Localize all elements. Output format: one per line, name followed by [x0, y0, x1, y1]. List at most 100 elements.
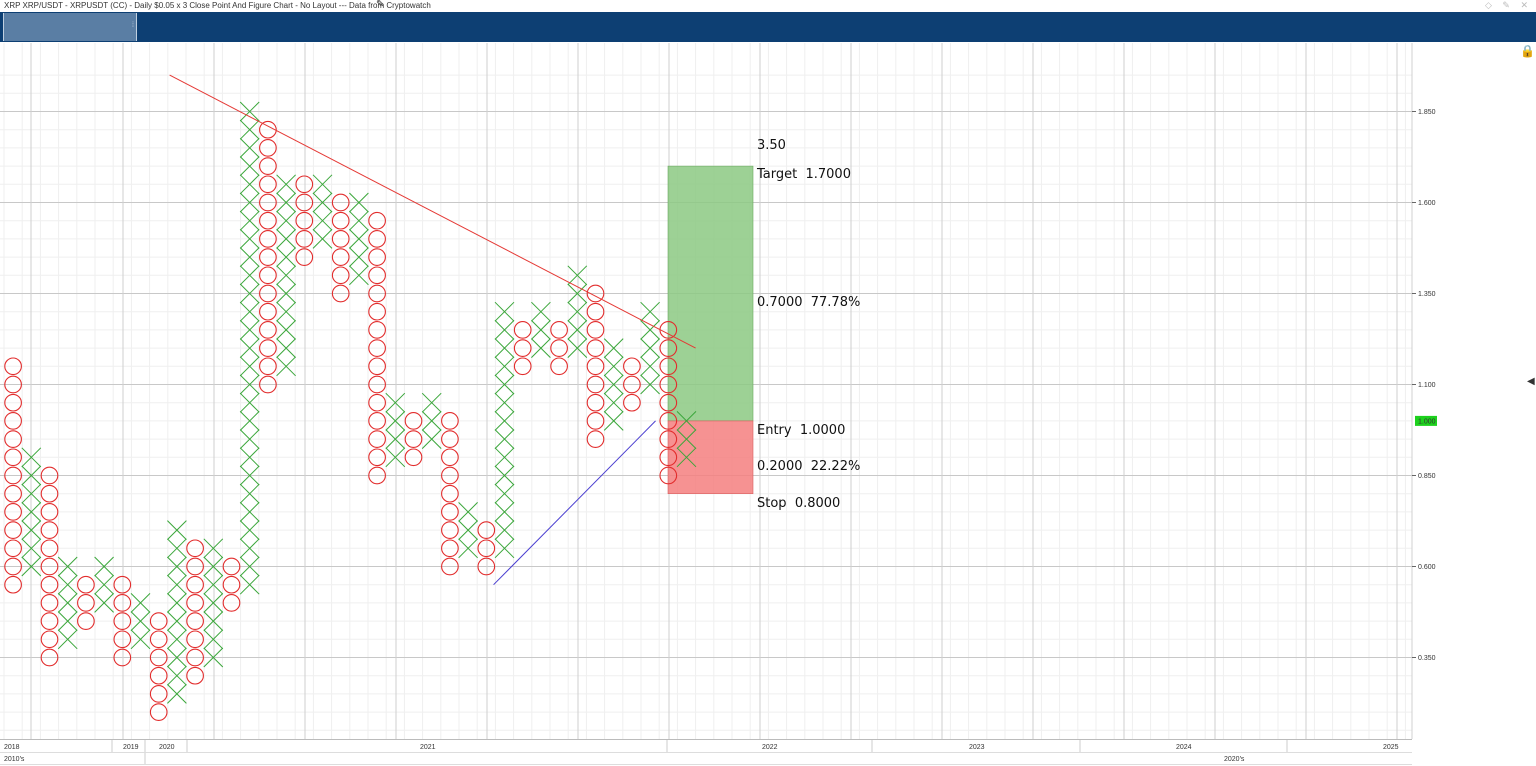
year-label: 2018: [4, 744, 20, 751]
x-mark: [57, 556, 78, 577]
o-mark: [4, 557, 22, 576]
o-mark: [149, 630, 168, 649]
title-bar: XRP XRP/USDT - XRPUSDT (CC) - Daily $0.0…: [0, 0, 1536, 12]
o-mark: [186, 612, 204, 630]
x-mark: [494, 483, 515, 504]
o-mark: [368, 357, 386, 376]
o-mark: [222, 594, 241, 612]
o-mark: [331, 248, 350, 266]
x-mark: [494, 338, 515, 358]
o-mark: [441, 448, 459, 467]
window-controls[interactable]: ◇ ✎ ✕: [1484, 0, 1532, 10]
lock-icon[interactable]: 🔒: [1520, 44, 1535, 58]
trendline: [169, 74, 696, 349]
x-mark: [494, 392, 515, 413]
o-mark: [586, 375, 605, 394]
trendline: [493, 420, 656, 586]
x-mark: [239, 411, 260, 431]
o-mark: [586, 357, 605, 376]
x-mark: [312, 192, 333, 213]
o-mark: [659, 430, 678, 448]
o-mark: [259, 321, 277, 339]
o-mark: [113, 612, 132, 630]
x-mark: [494, 465, 515, 486]
x-mark: [21, 538, 42, 559]
x-mark: [349, 229, 369, 249]
o-mark: [586, 321, 605, 339]
x-mark: [167, 538, 187, 559]
o-mark: [586, 430, 605, 448]
x-mark: [385, 411, 406, 431]
risk-zone: [667, 420, 754, 494]
y-tick-label: 1.100: [1418, 382, 1436, 389]
x-mark: [167, 665, 187, 686]
o-mark: [40, 575, 59, 594]
x-mark: [239, 429, 260, 449]
o-mark: [186, 648, 204, 667]
pencil-icon[interactable]: ✎: [376, 0, 385, 10]
o-mark: [659, 339, 678, 357]
o-mark: [368, 321, 386, 339]
o-mark: [586, 412, 605, 430]
o-mark: [659, 412, 678, 430]
x-mark: [567, 301, 588, 322]
o-mark: [40, 484, 59, 503]
o-mark: [259, 302, 277, 321]
o-mark: [368, 466, 386, 485]
x-mark: [458, 502, 478, 522]
x-mark: [239, 138, 260, 158]
x-mark: [167, 556, 187, 577]
entry-label: Entry 1.0000: [757, 423, 845, 438]
year-label: 2021: [420, 744, 436, 751]
x-mark: [640, 301, 660, 322]
chevron-left-icon[interactable]: ◀: [1527, 376, 1535, 387]
o-mark: [149, 685, 168, 703]
o-mark: [331, 193, 350, 212]
o-mark: [222, 575, 241, 594]
year-label: 2022: [762, 744, 778, 751]
x-mark: [494, 429, 515, 449]
o-mark: [259, 375, 277, 394]
o-mark: [404, 412, 423, 430]
o-mark: [186, 630, 204, 649]
o-mark: [4, 575, 22, 594]
o-mark: [513, 339, 532, 357]
x-mark: [458, 520, 478, 540]
o-mark: [222, 557, 241, 576]
o-mark: [149, 648, 168, 667]
x-mark: [167, 647, 187, 668]
x-mark: [239, 538, 260, 559]
x-mark: [203, 593, 224, 613]
x-mark: [57, 629, 78, 650]
x-mark: [167, 629, 187, 650]
o-mark: [149, 666, 168, 685]
x-mark: [21, 556, 42, 577]
o-mark: [113, 630, 132, 649]
o-mark: [149, 612, 168, 630]
x-mark: [167, 520, 187, 540]
o-mark: [40, 630, 59, 649]
x-mark: [239, 119, 260, 140]
x-mark: [676, 429, 697, 449]
o-mark: [623, 375, 641, 394]
o-mark: [4, 539, 22, 558]
o-mark: [550, 357, 568, 376]
o-mark: [4, 503, 22, 521]
navigator-window[interactable]: ⁞: [3, 13, 137, 41]
o-mark: [331, 230, 350, 248]
o-mark: [4, 521, 22, 539]
position-boxes: [667, 165, 754, 494]
o-mark: [368, 230, 386, 248]
reward-label: 0.7000 77.78%: [757, 295, 860, 310]
x-mark: [676, 411, 697, 431]
position-annotations: 3.50 Target 1.7000 0.7000 77.78% Entry 1.00…: [756, 138, 860, 511]
decade-label: 2010's: [4, 756, 25, 763]
y-tick-label: 1.600: [1418, 200, 1436, 207]
x-mark: [603, 411, 624, 431]
x-mark: [57, 611, 78, 631]
o-mark: [113, 575, 132, 594]
o-mark: [659, 357, 678, 376]
navigator-bar[interactable]: [0, 12, 1536, 42]
o-mark: [259, 284, 277, 303]
